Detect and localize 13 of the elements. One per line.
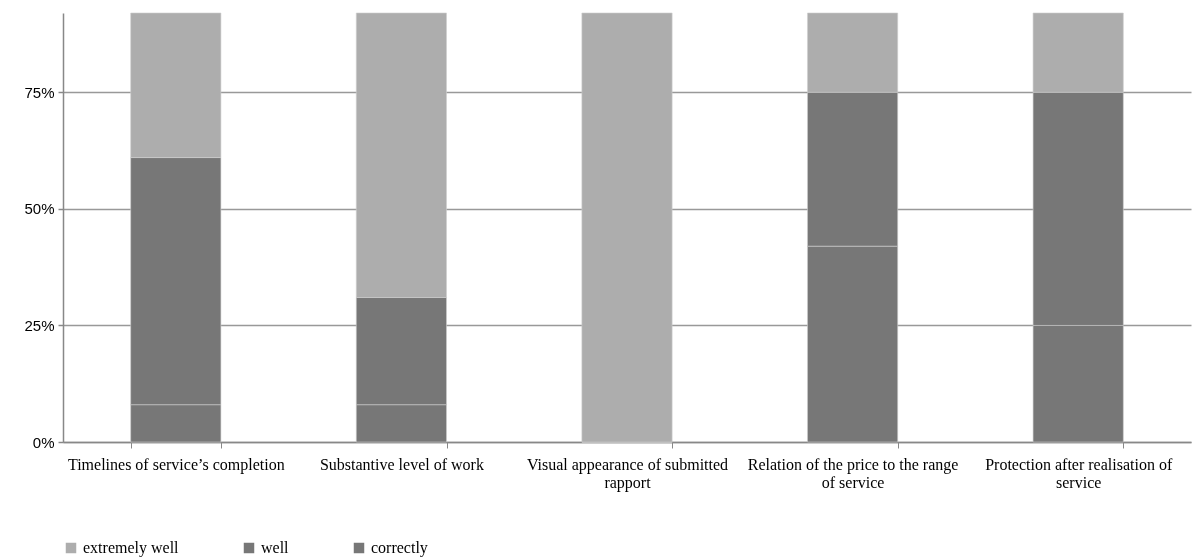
x-tick-label: Substantive level of work — [319, 455, 484, 473]
legend-label: well — [261, 539, 290, 556]
x-tick-label: Protection after realisation of service — [985, 455, 1173, 491]
x-tick-label: Relation of the price to the range of service — [747, 455, 959, 491]
legend-label: correctly — [371, 539, 428, 557]
bar — [581, 12, 673, 443]
y-tick-label: 50% — [24, 200, 55, 218]
y-tick-label: 25% — [24, 316, 55, 334]
legend-label: extremely well — [83, 539, 180, 557]
x-tick-label: Timelines of service’s completion — [67, 455, 285, 474]
y-tick-label: 75% — [24, 83, 55, 101]
x-tick-label: Visual appearance of submitted rapport — [526, 455, 729, 492]
y-tick-label: 0% — [32, 433, 55, 451]
